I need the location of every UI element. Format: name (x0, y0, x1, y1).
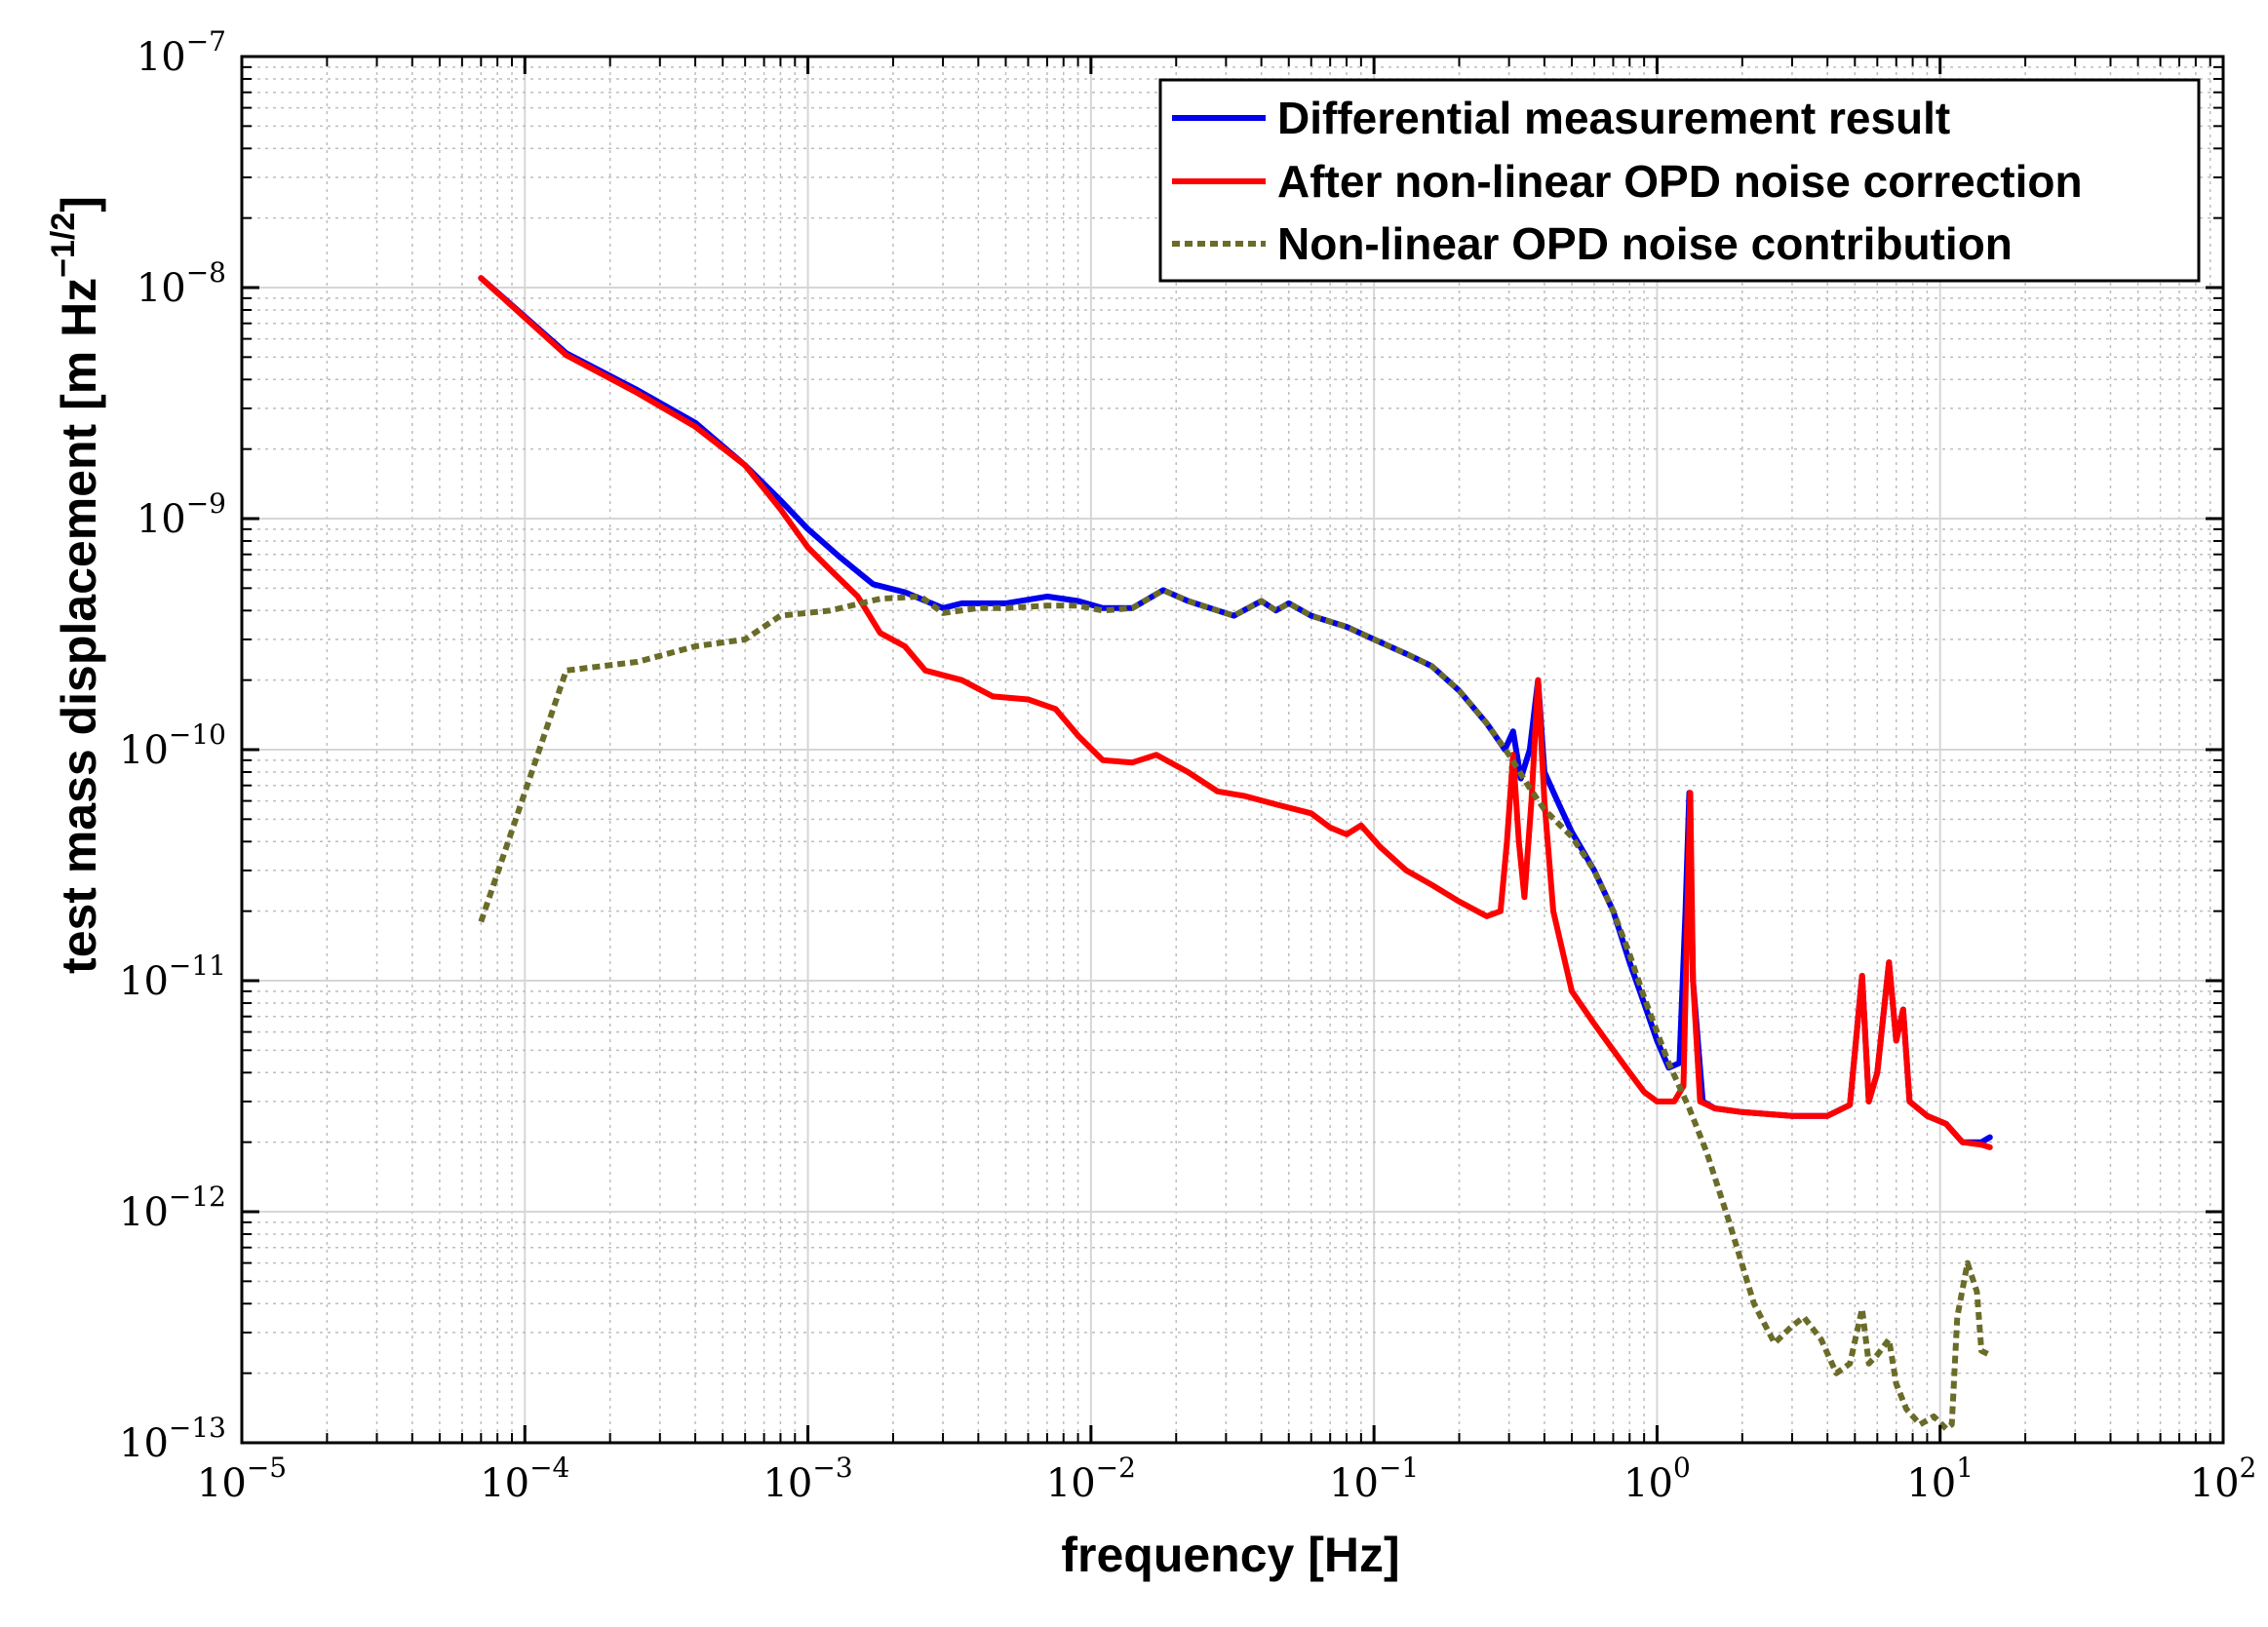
x-tick-base: 10 (763, 1461, 812, 1506)
x-tick-base: 10 (1329, 1461, 1379, 1506)
legend-box (1158, 78, 2201, 283)
y-tick-label: 10−9 (137, 487, 226, 542)
y-tick-exp: −7 (186, 25, 226, 58)
y-tick-label: 10−13 (119, 1412, 226, 1466)
y-tick-label: 10−8 (137, 256, 226, 311)
x-tick-label: 10−3 (763, 1452, 852, 1506)
series-line-1 (478, 275, 1993, 1150)
x-tick-base: 10 (1623, 1461, 1673, 1506)
x-tick-label: 101 (1906, 1452, 1974, 1506)
series-layer (478, 275, 1993, 1432)
y-tick-label: 10−11 (119, 949, 226, 1004)
y-axis-title: test mass displacement [m Hz−1/2] (45, 196, 106, 974)
x-tick-base: 10 (480, 1461, 529, 1506)
x-tick-labels: 10−5 10−4 10−3 10−2 10−1 100 101 102 (197, 1452, 2256, 1506)
y-tick-base: 10 (119, 1190, 169, 1235)
x-tick-label: 10−1 (1329, 1452, 1419, 1506)
legend-label-2: Non-linear OPD noise contribution (1277, 218, 2013, 269)
x-tick-exp: 0 (1673, 1452, 1691, 1484)
y-tick-base: 10 (137, 35, 186, 80)
y-tick-label: 10−12 (119, 1181, 226, 1235)
y-tick-exp: −11 (169, 949, 226, 982)
x-axis-title: frequency [Hz] (1061, 1528, 1399, 1582)
y-axis-title-main: test mass displacement [m Hz (52, 278, 106, 974)
y-tick-base: 10 (119, 1421, 169, 1466)
y-tick-exp: −13 (169, 1412, 226, 1444)
x-tick-exp: −4 (529, 1452, 569, 1484)
y-tick-base: 10 (119, 959, 169, 1004)
x-tick-label: 102 (2190, 1452, 2257, 1506)
y-tick-exp: −8 (186, 256, 226, 289)
y-tick-exp: −9 (186, 487, 226, 520)
x-tick-exp: 2 (2240, 1452, 2257, 1484)
x-tick-label: 10−4 (480, 1452, 569, 1506)
y-tick-base: 10 (137, 266, 186, 311)
x-tick-label: 10−2 (1046, 1452, 1136, 1506)
y-axis-title-exp: −1/2 (45, 213, 82, 278)
x-tick-exp: −1 (1379, 1452, 1419, 1484)
legend-label-1: After non-linear OPD noise correction (1277, 156, 2083, 207)
x-tick-exp: −5 (247, 1452, 287, 1484)
y-tick-label: 10−7 (137, 25, 226, 80)
y-tick-exp: −12 (169, 1181, 226, 1213)
x-tick-base: 10 (1046, 1461, 1096, 1506)
y-tick-label: 10−10 (119, 718, 226, 773)
legend: Differential measurement result After no… (1158, 78, 2201, 283)
minor-ticks (240, 57, 2223, 1445)
y-tick-base: 10 (119, 728, 169, 773)
y-tick-exp: −10 (169, 718, 226, 751)
series-line-2 (478, 587, 1992, 1432)
x-tick-base: 10 (1906, 1461, 1956, 1506)
x-tick-label: 10−5 (197, 1452, 287, 1506)
legend-label-0: Differential measurement result (1277, 93, 1950, 143)
x-tick-exp: 1 (1956, 1452, 1974, 1484)
x-tick-base: 10 (2190, 1461, 2240, 1506)
y-tick-base: 10 (137, 497, 186, 542)
x-tick-label: 100 (1623, 1452, 1691, 1506)
x-tick-exp: −2 (1096, 1452, 1136, 1484)
y-axis-title-close: ] (52, 196, 106, 213)
x-tick-exp: −3 (812, 1452, 852, 1484)
x-tick-base: 10 (197, 1461, 247, 1506)
